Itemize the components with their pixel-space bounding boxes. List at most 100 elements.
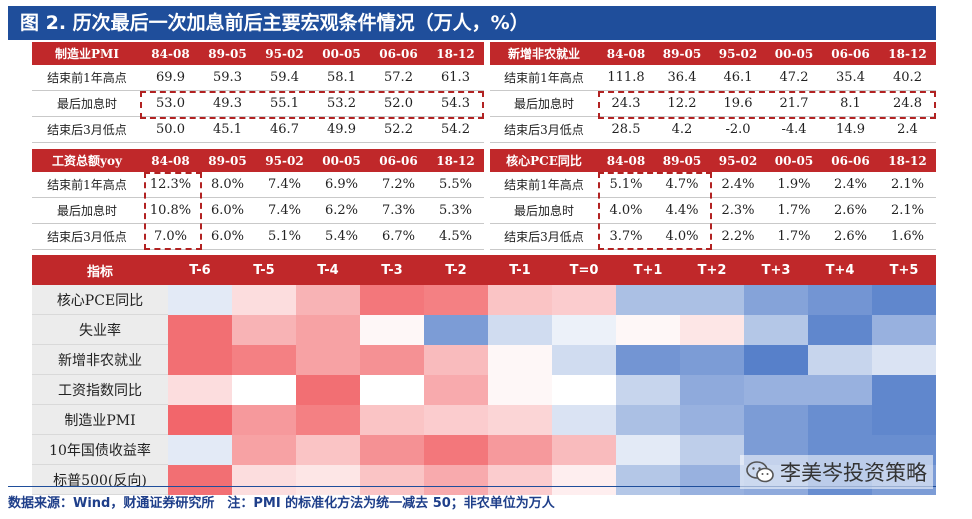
column-header: 84-08 [598,42,654,65]
heatmap-cell [168,285,232,315]
table-cell: 7.4% [256,197,313,224]
table-cell: 58.1 [313,65,370,91]
column-header: 95-02 [256,42,313,65]
table-cell: 12.2 [654,90,710,117]
heatmap-column-header: T+2 [680,255,744,285]
row-label: 最后加息时 [32,90,142,117]
heatmap-cell [680,314,744,345]
heatmap-cell [552,464,616,495]
column-header: 84-08 [142,42,199,65]
table-cell: 50.0 [142,116,199,143]
table-cell: 2.4 [879,116,936,143]
table-cell: 1.7% [766,223,822,250]
table-cell: -4.4 [766,116,822,143]
table-cell: 54.2 [427,116,484,143]
table-cell: 36.4 [654,65,710,91]
table-cell: 52.0 [370,90,427,117]
table-cell: 6.2% [313,197,370,224]
table-cell: 14.9 [822,116,879,143]
heatmap-cell [168,374,232,405]
column-header: 95-02 [710,42,766,65]
table-cell: 7.3% [370,197,427,224]
heatmap-cell [168,314,232,345]
wechat-icon [746,461,774,483]
table-cell: 2.4% [822,172,879,198]
heatmap-column-header: T+3 [744,255,808,285]
table-row: 结束后3月低点 28.5 4.2 -2.0 -4.4 14.9 2.4 [490,116,936,143]
heatmap-column-header: T-3 [360,255,424,285]
table-cell: 24.3 [598,90,654,117]
column-header: 00-05 [766,149,822,172]
heatmap-cell [552,314,616,345]
table-cell: 111.8 [598,65,654,91]
table-cell: 7.4% [256,172,313,198]
heatmap-cell [872,285,936,315]
heatmap-cell [168,434,232,465]
table-cell: 8.1 [822,90,879,117]
table-cell: 12.3% [142,172,199,198]
table-cell: 24.8 [879,90,936,117]
heatmap-cell [552,285,616,315]
heatmap-cell [808,285,872,315]
table-row: 结束后3月低点 3.7% 4.0% 2.2% 1.7% 2.6% 1.6% [490,223,936,250]
heatmap-column-header: T-1 [488,255,552,285]
table-cell: 35.4 [822,65,879,91]
heatmap-column-header: T-4 [296,255,360,285]
table-cell: 10.8% [142,197,199,224]
heatmap-row: 新增非农就业 [32,344,936,375]
heatmap-cell [360,434,424,465]
column-header: 00-05 [766,42,822,65]
heatmap-cell [360,404,424,435]
column-header: 89-05 [654,42,710,65]
table-cell: 28.5 [598,116,654,143]
table-cell: 7.0% [142,223,199,250]
table-row: 最后加息时 10.8% 6.0% 7.4% 6.2% 7.3% 5.3% [32,197,484,224]
table-cell: 1.7% [766,197,822,224]
table-cell: 54.3 [427,90,484,117]
heatmap-cell [872,344,936,375]
row-label: 结束前1年高点 [32,65,142,91]
table-cell: 5.1% [256,223,313,250]
source-note: 数据来源：Wind，财通证券研究所 注：PMI 的标准化方法为统一减去 50；非… [8,496,555,511]
heatmap-row: 制造业PMI [32,404,936,435]
heatmap-header-row: 指标 T-6 T-5 T-4 T-3 T-2 T-1 T=0 T+1 T+2 T+3 T+4 T+5 [32,255,936,285]
heatmap-cell [488,374,552,405]
table-cell: 1.6% [879,223,936,250]
table-header-row: 制造业PMI 84-08 89-05 95-02 00-05 06-06 18-12 [32,42,484,65]
pmi-table: 制造业PMI 84-08 89-05 95-02 00-05 06-06 18-12 结束前1… [32,42,484,143]
heatmap-cell [744,285,808,315]
heatmap-cell [680,374,744,405]
heatmap-cell [296,434,360,465]
heatmap-cell [808,344,872,375]
table-row: 结束后3月低点 7.0% 6.0% 5.1% 5.4% 6.7% 4.5% [32,223,484,250]
table-cell: 6.0% [199,197,256,224]
table-cell: 5.3% [427,197,484,224]
table-cell: 2.6% [822,223,879,250]
heatmap-cell [296,344,360,375]
heatmap-cell [808,404,872,435]
figure-title: 图 2. 历次最后一次加息前后主要宏观条件情况（万人，%） [8,6,936,40]
column-header: 00-05 [313,42,370,65]
row-label: 结束前1年高点 [32,172,142,198]
heatmap-table: 指标 T-6 T-5 T-4 T-3 T-2 T-1 T=0 T+1 T+2 T+3 T+4 T+5 核心… [32,255,936,495]
heatmap-cell [552,434,616,465]
table-cell: 8.0% [199,172,256,198]
table-cell: 3.7% [598,223,654,250]
heatmap-row-label: 10年国债收益率 [32,434,168,465]
column-header: 84-08 [598,149,654,172]
heatmap-cell [424,374,488,405]
heatmap-cell [488,344,552,375]
heatmap-cell [616,434,680,465]
heatmap-cell [232,404,296,435]
table-cell: 53.0 [142,90,199,117]
heatmap-cell [296,374,360,405]
table-cell: -2.0 [710,116,766,143]
table-cell: 6.0% [199,223,256,250]
table-cell: 45.1 [199,116,256,143]
heatmap-corner-label: 指标 [32,255,168,285]
heatmap-cell [360,374,424,405]
column-header: 00-05 [313,149,370,172]
heatmap-cell [424,314,488,345]
heatmap-cell [616,344,680,375]
table-cell: 1.9% [766,172,822,198]
